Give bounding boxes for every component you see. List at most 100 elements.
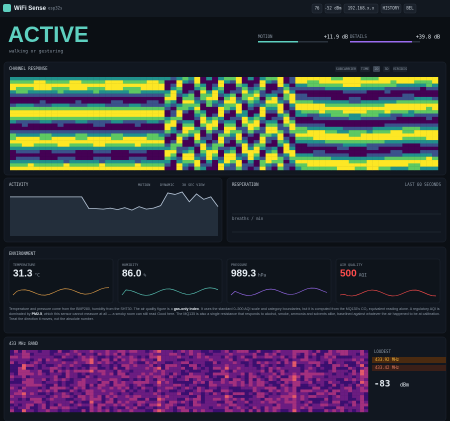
heatmap-cell (384, 156, 391, 161)
band-cell (252, 403, 257, 407)
band-cell (101, 381, 106, 385)
heatmap-cell (57, 96, 64, 101)
heatmap-cell (111, 80, 118, 84)
band-cell (129, 406, 134, 410)
heatmap-cell (408, 166, 415, 171)
band-cell (77, 381, 82, 385)
control-label[interactable]: 3D (384, 67, 388, 71)
badge[interactable] (403, 3, 417, 14)
band-cell (220, 386, 225, 390)
control[interactable] (383, 66, 390, 72)
band-cell (57, 378, 62, 382)
band-cell (348, 381, 353, 385)
band-cell (208, 361, 214, 365)
band-cell (192, 397, 198, 401)
heatmap-cell (152, 120, 159, 124)
heatmap-cell (93, 103, 100, 108)
control-label[interactable]: TIME (361, 67, 369, 71)
band-cell (276, 355, 281, 359)
heatmap-cell (235, 143, 243, 147)
band-cell (57, 389, 62, 393)
band-cell (260, 395, 265, 399)
band-cell (89, 395, 94, 399)
band-cell (352, 366, 357, 370)
band-cell (57, 403, 62, 407)
band-cell (220, 378, 225, 382)
heatmap-cell (10, 133, 17, 137)
band-cell (21, 361, 27, 365)
heatmap-cell (313, 77, 320, 81)
band-cell (324, 364, 329, 368)
heatmap-cell (366, 110, 373, 114)
heatmap-cell (295, 100, 302, 104)
control[interactable] (373, 66, 380, 72)
band-cell (33, 372, 39, 376)
band-cell (192, 369, 198, 373)
heatmap-cell (128, 140, 136, 144)
heatmap-cell (378, 156, 385, 161)
heatmap-cell (331, 140, 338, 144)
band-cell (157, 406, 162, 410)
heatmap-cell (301, 80, 308, 84)
band-cell (236, 400, 241, 404)
badge-label[interactable]: BEL (406, 6, 414, 11)
heatmap-cell (122, 110, 130, 114)
control-label[interactable]: 2D (374, 67, 378, 71)
heatmap-cell (75, 153, 82, 157)
band-cell (129, 366, 134, 370)
control-label[interactable]: SUBCARRIER (336, 67, 357, 71)
control[interactable] (360, 66, 370, 72)
heatmap-cell (342, 146, 350, 151)
heatmap-cell (408, 106, 415, 111)
band-cell (173, 400, 178, 404)
band-cell (41, 366, 46, 370)
badge[interactable] (380, 3, 402, 14)
band-cell (157, 378, 162, 382)
band-cell (125, 378, 130, 382)
control[interactable] (393, 66, 407, 72)
heatmap-cell (241, 96, 248, 101)
band-cell (129, 364, 134, 368)
heatmap-cell (414, 143, 421, 147)
control[interactable] (335, 66, 357, 72)
sparkline (121, 287, 219, 296)
heatmap-cell (87, 103, 94, 108)
band-cell (173, 350, 178, 354)
heatmap-cell (396, 136, 403, 141)
heatmap-cell (235, 156, 243, 161)
heatmap-cell (289, 123, 296, 128)
band-cell (125, 397, 130, 401)
band-cell (157, 403, 162, 407)
heatmap-cell (200, 136, 207, 141)
band-cell (181, 386, 186, 390)
heatmap-cell (15, 166, 23, 171)
band-cell (240, 375, 245, 379)
band-cell (89, 409, 94, 413)
heatmap-cell (366, 113, 373, 118)
heatmap-cell (325, 116, 332, 121)
band-cell (49, 383, 54, 387)
band-cell (77, 352, 82, 356)
band-cell (141, 375, 146, 379)
band-cell (25, 397, 31, 401)
badge-label[interactable]: HISTORY (383, 6, 400, 11)
band-cell (296, 375, 301, 379)
band-cell (109, 361, 114, 365)
band-cell (240, 366, 245, 370)
control-label[interactable]: VIRIDIS (393, 67, 407, 71)
band-cell (276, 400, 281, 404)
band-cell (129, 375, 134, 379)
band-cell (169, 375, 174, 379)
heatmap-cell (366, 126, 373, 131)
band-cell (360, 352, 365, 356)
heatmap-cell (348, 96, 355, 101)
heatmap-cell (396, 77, 403, 81)
sparkline (230, 287, 328, 296)
heatmap-cell (206, 100, 213, 104)
band-cell (352, 400, 357, 404)
band-cell (53, 350, 58, 354)
heatmap-cell (75, 100, 82, 104)
heatmap-cell (194, 80, 201, 84)
band-cell (308, 395, 313, 399)
band-cell (133, 372, 138, 376)
